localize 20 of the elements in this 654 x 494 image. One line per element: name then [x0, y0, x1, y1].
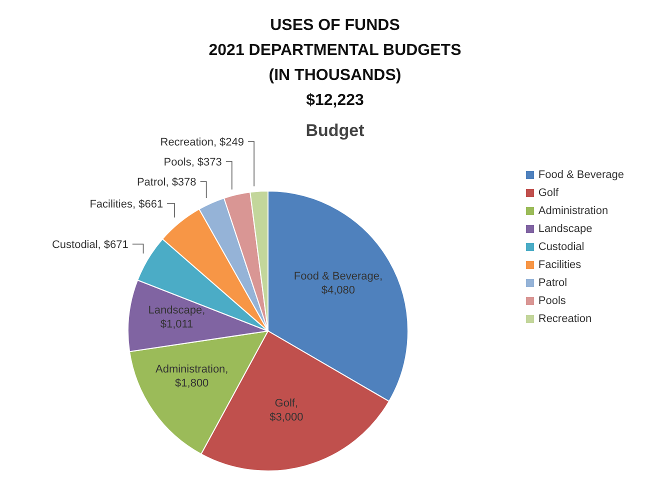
legend-label: Recreation: [538, 313, 592, 325]
data-label: Pools, $373: [164, 156, 222, 169]
data-label: Patrol, $378: [136, 176, 196, 189]
data-label: Recreation, $249: [160, 136, 244, 149]
data-label: Landscape, $1,011: [148, 304, 206, 330]
legend-label: Food & Beverage: [538, 169, 624, 181]
data-label: Golf, $3,000: [270, 398, 304, 424]
legend-label: Administration: [538, 205, 608, 217]
legend-label: Golf: [538, 187, 559, 199]
data-label: Food & Beverage, $4,080: [294, 270, 383, 297]
legend-label: Custodial: [538, 241, 584, 253]
legend-label: Pools: [538, 295, 566, 307]
data-label: Administration, $1,800: [155, 364, 228, 390]
data-label: Facilities, $661: [90, 198, 164, 211]
legend-label: Facilities: [538, 259, 582, 271]
chart-title: USES OF FUNDS 2021 DEPARTMENTAL BUDGETS (IN THOUSANDS) $12,223: [208, 17, 462, 109]
data-label: Custodial, $671: [52, 239, 128, 252]
legend-label: Landscape: [538, 223, 592, 235]
legend-label: Patrol: [538, 277, 568, 289]
chart-subtitle: Budget: [306, 121, 365, 140]
